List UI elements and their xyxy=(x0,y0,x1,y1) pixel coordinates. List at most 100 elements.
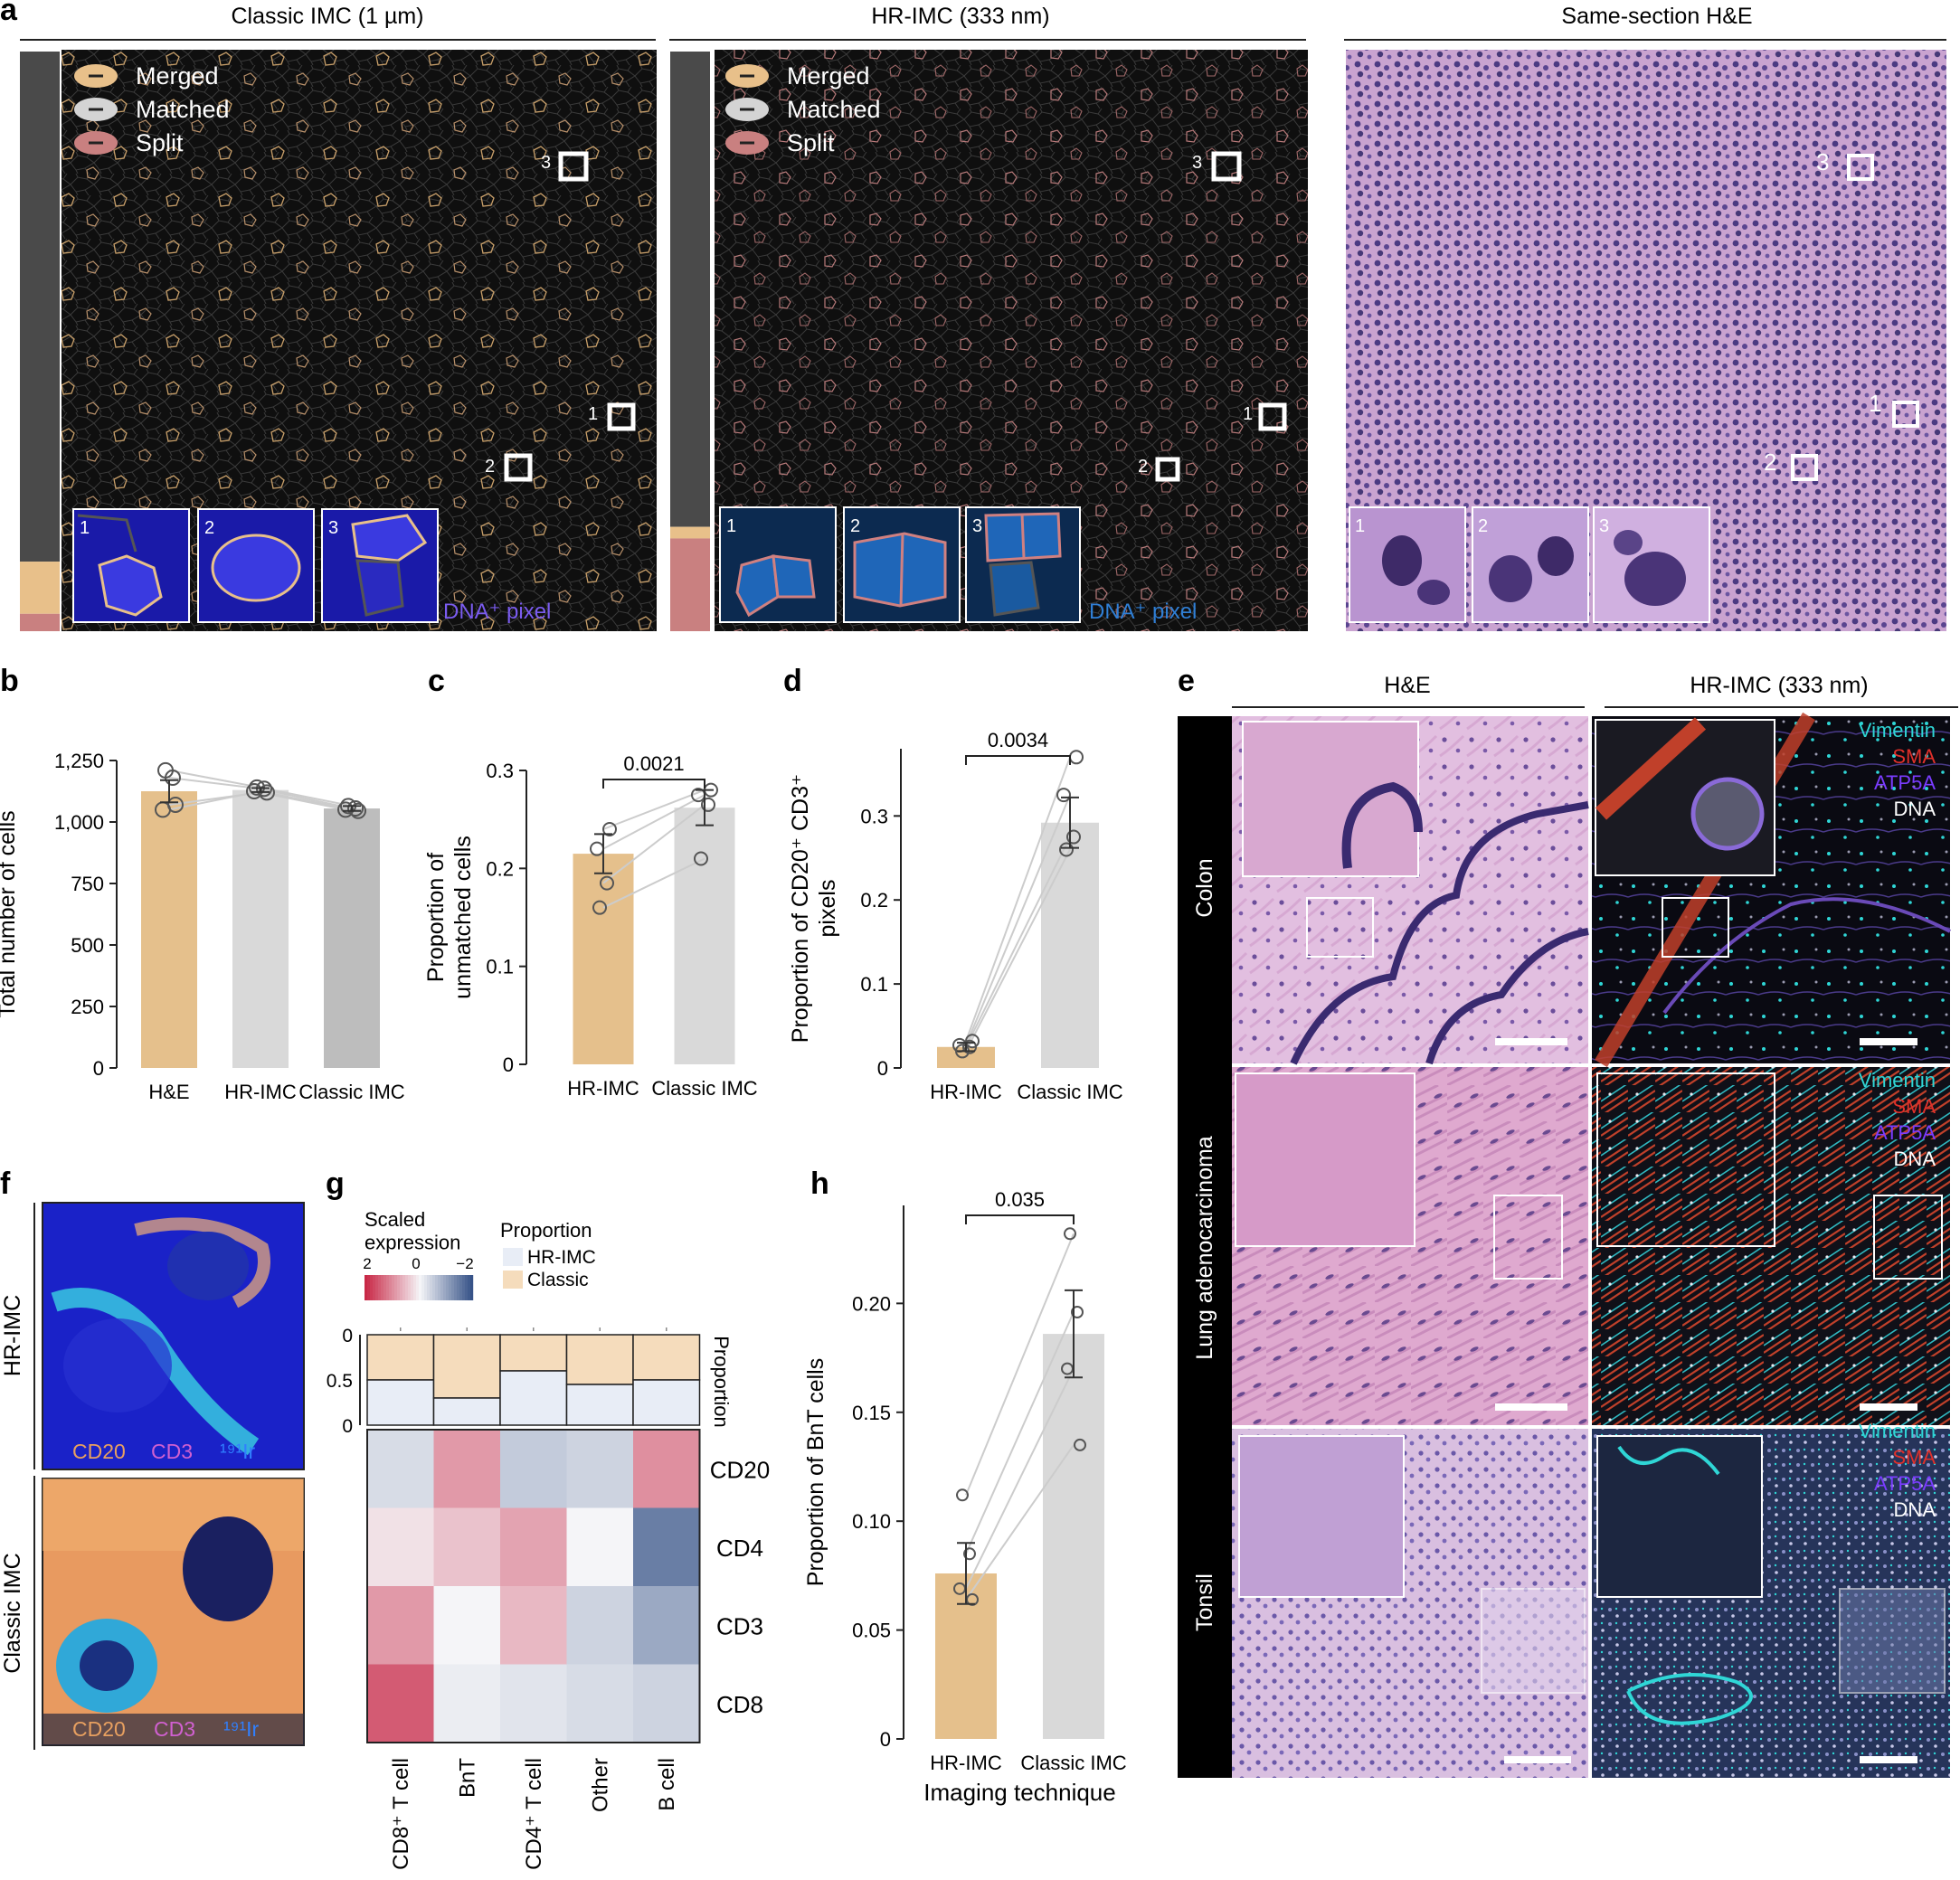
chart-c-unmatched-proportion: 0 0.1 0.2 0.3 Proportion ofunmatched cells HR… xyxy=(423,752,758,1100)
marker-label-atp5a: ATP5A xyxy=(1874,1472,1936,1495)
panel-letter-h: h xyxy=(810,1167,829,1201)
legend-gradient-step xyxy=(427,1275,431,1300)
y-tick-label: 0.15 xyxy=(852,1402,891,1424)
proportion-classic xyxy=(499,1334,568,1372)
legend-gradient-step xyxy=(413,1275,417,1300)
data-point xyxy=(1066,829,1081,845)
svg-text:3: 3 xyxy=(1816,148,1829,175)
heatmap-cell xyxy=(367,1664,434,1743)
legend-gradient-step xyxy=(435,1275,439,1300)
marker-label-vimentin: Vimentin xyxy=(1859,719,1936,742)
heatmap-cell xyxy=(433,1507,500,1586)
dna-pixel-label-classic: DNA⁺ pixel xyxy=(443,600,551,624)
bar-classic-imc xyxy=(324,808,380,1068)
heatmap-cell xyxy=(433,1430,500,1508)
y-tick-label: 0 xyxy=(503,1053,514,1076)
panel-letter-c: c xyxy=(428,664,445,698)
hr-imc-column: Merged Matched Split 3 1 2 1 2 3 DNA⁺ pixe… xyxy=(670,50,1308,631)
insets-he: 1 2 3 xyxy=(1349,506,1710,623)
bar-classic-imc xyxy=(1041,822,1099,1068)
classic-imc-column: Merged Matched Split 3 1 2 1 2 3 DNA⁺ pixe… xyxy=(20,50,657,631)
marker-label-vimentin: Vimentin xyxy=(1859,1420,1936,1442)
proportion-hr-imc xyxy=(632,1379,701,1426)
svg-text:2: 2 xyxy=(1138,457,1148,477)
y-tick-label: 0.2 xyxy=(486,857,514,880)
x-axis-label: Imaging technique xyxy=(923,1779,1115,1806)
bar-hr-imc xyxy=(232,789,289,1068)
he-tonsil-roi xyxy=(1481,1588,1586,1694)
heatmap-cell xyxy=(367,1586,434,1665)
y-tick-label: 0.10 xyxy=(852,1510,891,1533)
heatmap-col-label: Other xyxy=(588,1758,612,1812)
row-label-strip xyxy=(1178,716,1232,1778)
heatmap-cell xyxy=(566,1664,633,1743)
scale-bar xyxy=(1495,1403,1567,1411)
he-colon-roi xyxy=(1306,897,1374,958)
y-tick-label: 0.3 xyxy=(486,760,514,782)
y-tick-label: 0.1 xyxy=(860,973,888,996)
y-tick-label: 250 xyxy=(71,996,104,1018)
he-colon-inset xyxy=(1242,721,1419,877)
data-point xyxy=(956,1488,969,1502)
y-tick-label: 500 xyxy=(71,934,104,957)
heatmap-cell xyxy=(367,1430,434,1508)
x-tick-label: HR-IMC xyxy=(930,1081,1002,1103)
paired-line xyxy=(260,790,353,811)
paired-line xyxy=(260,788,353,810)
y-axis-label: Proportion ofunmatched cells xyxy=(423,836,476,999)
marker-label-atp5a: ATP5A xyxy=(1874,1121,1936,1144)
panel-letter-f: f xyxy=(0,1167,11,1201)
proportion-tick-label: 0 xyxy=(342,1326,353,1346)
roi-box-3: 3 xyxy=(1192,151,1242,182)
legend-label-split: Split xyxy=(136,129,184,156)
x-tick-label: HR-IMC xyxy=(930,1752,1002,1774)
legend-gradient-step xyxy=(397,1275,401,1300)
legend-label-matched: Matched xyxy=(787,96,881,123)
marker-label-sma: SMA xyxy=(1892,745,1936,768)
paired-line xyxy=(965,836,1071,1048)
row-label-colon: Colon xyxy=(1192,858,1217,917)
roi-box-2: 2 xyxy=(1764,449,1818,481)
panel-letter-a: a xyxy=(0,0,18,27)
x-tick-label: HR-IMC xyxy=(567,1077,639,1100)
significance-bracket xyxy=(602,779,705,789)
heatmap-cell xyxy=(500,1586,567,1665)
paired-line xyxy=(965,794,1071,1046)
legend-gradient-step xyxy=(446,1275,450,1300)
legend-gradient-step xyxy=(421,1275,425,1300)
heatmap-cell xyxy=(566,1586,633,1665)
y-tick-label: 1,250 xyxy=(54,750,104,772)
proportion-axis-label: Proportion xyxy=(710,1336,733,1428)
legend-label-matched: Matched xyxy=(136,96,230,123)
y-tick-label: 0.20 xyxy=(852,1292,891,1315)
scale-bar xyxy=(1495,1038,1567,1045)
svg-text:2: 2 xyxy=(1478,516,1488,536)
svg-text:CD20: CD20 xyxy=(72,1717,126,1741)
svg-text:CD20: CD20 xyxy=(72,1440,126,1463)
y-tick-label: 0.3 xyxy=(860,805,888,827)
proportion-classic xyxy=(432,1334,501,1399)
marker-label-vimentin: Vimentin xyxy=(1859,1069,1936,1091)
heatmap-col-label: CD4⁺ T cell xyxy=(522,1758,546,1870)
imc-colon-roi xyxy=(1662,897,1729,958)
imc-lung-roi xyxy=(1873,1195,1943,1280)
hrimc-proportion-bar xyxy=(670,52,710,631)
paired-line xyxy=(260,791,353,812)
legend-gradient-step xyxy=(389,1275,393,1300)
x-tick-label: Classic IMC xyxy=(651,1077,757,1100)
paired-line xyxy=(602,857,705,909)
legend-gradient-step xyxy=(451,1275,455,1300)
heatmap-cell xyxy=(433,1586,500,1665)
legend-gradient-step xyxy=(465,1275,469,1300)
x-tick-label: Classic IMC xyxy=(298,1081,404,1103)
paired-line xyxy=(965,1311,1075,1554)
bar-segment-merged xyxy=(670,52,710,527)
heatmap-cell xyxy=(500,1430,567,1508)
svg-text:1: 1 xyxy=(726,516,736,536)
heatmap-row-label: CD3 xyxy=(716,1612,763,1639)
panel-letter-g: g xyxy=(326,1167,345,1201)
data-point xyxy=(963,1547,976,1561)
data-point xyxy=(1069,750,1084,765)
scale-bar xyxy=(1860,1403,1917,1411)
